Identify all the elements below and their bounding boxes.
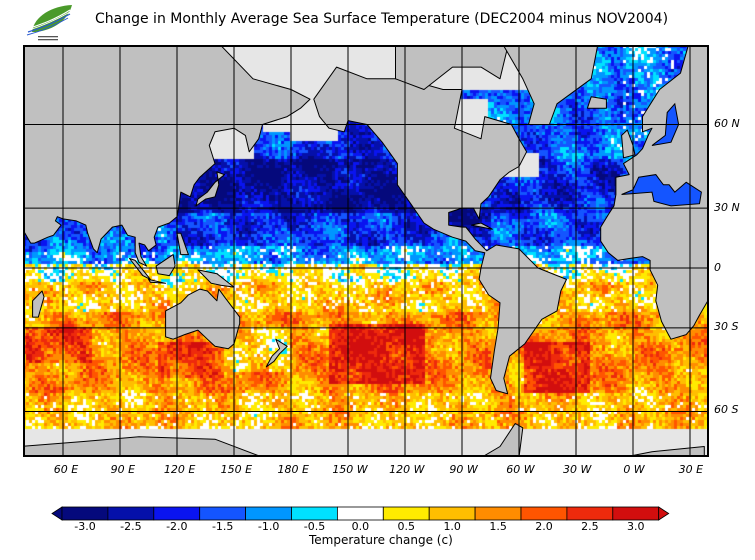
lon-label: 150 E <box>220 463 253 476</box>
land-arctic-islands <box>395 45 509 90</box>
land-madagascar <box>32 290 45 318</box>
lat-label-60n: 60 N <box>714 117 740 130</box>
colorbar-tick-label: 3.0 <box>627 520 645 533</box>
map-frame <box>23 45 709 457</box>
land-philippines <box>176 232 189 256</box>
land-asia <box>23 45 311 267</box>
land-cuba <box>471 222 493 230</box>
colorbar-swatch <box>61 506 109 521</box>
land-new-guinea <box>197 269 235 288</box>
lon-label: 60 E <box>53 463 79 476</box>
colorbar-right-arrow <box>658 506 670 521</box>
lon-label: 60 W <box>506 463 535 476</box>
colorbar-tick-label: -0.5 <box>303 520 326 533</box>
sea-baltic <box>651 102 680 146</box>
colorbar-swatch <box>566 506 614 521</box>
colorbar-tick-label: -1.0 <box>257 520 280 533</box>
colorbar-tick-label: -1.5 <box>211 520 234 533</box>
colorbar-swatch <box>291 506 338 521</box>
colorbar-tick-label: -3.0 <box>74 520 96 533</box>
lat-label-0: 0 <box>714 261 721 274</box>
lon-label: 150 W <box>332 463 368 476</box>
colorbar-tick-label: 0.0 <box>351 520 370 533</box>
colorbar-tick-label: -2.0 <box>166 520 188 533</box>
colorbar-swatch <box>336 506 384 521</box>
land-north-america <box>313 66 567 395</box>
sea-mediterranean <box>621 174 702 207</box>
lat-label-60s: 60 S <box>714 403 739 416</box>
land-new-zealand <box>265 338 288 368</box>
lon-label: 120 E <box>163 463 196 476</box>
lon-label: 0 W <box>623 463 645 476</box>
map-overlay <box>23 45 709 457</box>
colorbar-swatch <box>245 506 292 521</box>
chart-title: Change in Monthly Average Sea Surface Te… <box>95 11 669 27</box>
land-java <box>148 278 167 284</box>
land-antarctica <box>23 423 705 457</box>
lon-label: 120 W <box>389 463 425 476</box>
colorbar-label: Temperature change (c) <box>309 533 453 547</box>
colorbar-tick-label: 2.0 <box>535 520 553 533</box>
colorbar-swatch <box>612 506 660 521</box>
colorbar-left-arrow <box>51 506 63 521</box>
lat-label-30n: 30 N <box>714 201 740 214</box>
land-borneo <box>155 254 176 277</box>
colorbar-swatch <box>107 506 155 521</box>
colorbar-swatch <box>520 506 568 521</box>
colorbar-swatch <box>382 506 430 521</box>
colorbar-tick-label: 2.5 <box>581 520 599 533</box>
lon-label: 30 E <box>678 463 704 476</box>
colorbar-tick-label: 0.5 <box>397 520 416 533</box>
land-australia <box>165 288 241 350</box>
land-iceland <box>586 96 607 109</box>
colorbar-swatch <box>153 506 201 521</box>
colorbar-tick-label: 1.0 <box>443 520 461 533</box>
colorbar-swatch <box>428 506 476 521</box>
sst-map <box>23 45 709 457</box>
colorbar-swatch <box>199 506 246 521</box>
lon-label: 30 W <box>563 463 592 476</box>
lon-label: 90 W <box>449 463 478 476</box>
colorbar-swatch <box>474 506 522 521</box>
colorbar-tick-label: 1.5 <box>489 520 507 533</box>
lon-label: 180 E <box>277 463 309 476</box>
land-japan <box>195 171 225 207</box>
colorbar-tick-label: -2.5 <box>120 520 142 533</box>
logo-icon <box>26 5 72 41</box>
lon-label: 90 E <box>110 463 136 476</box>
lat-label-30s: 30 S <box>714 320 739 333</box>
land-greenland <box>502 45 599 125</box>
colorbar <box>51 506 670 521</box>
